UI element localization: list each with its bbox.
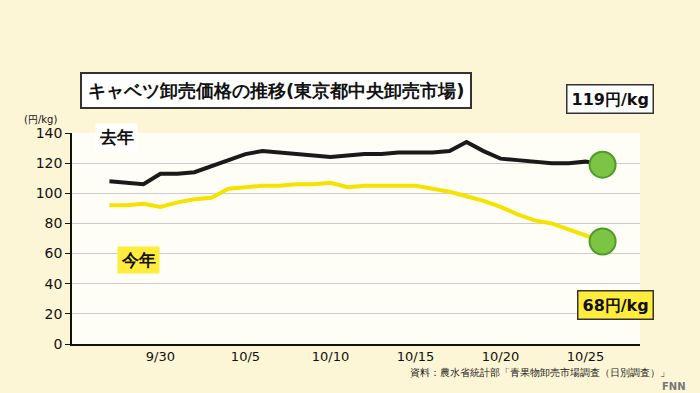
svg-text:10/10: 10/10 — [312, 349, 349, 364]
svg-text:100: 100 — [36, 185, 63, 201]
svg-text:10/15: 10/15 — [397, 349, 434, 364]
svg-text:40: 40 — [45, 276, 63, 292]
svg-text:140: 140 — [36, 125, 63, 141]
svg-text:10/20: 10/20 — [482, 349, 519, 364]
svg-text:20: 20 — [45, 306, 63, 322]
svg-text:10/25: 10/25 — [567, 349, 604, 364]
svg-text:10/5: 10/5 — [231, 349, 260, 364]
svg-text:去年: 去年 — [99, 127, 134, 147]
svg-text:(円/kg): (円/kg) — [24, 114, 57, 125]
svg-text:今年: 今年 — [121, 250, 156, 270]
svg-text:60: 60 — [45, 245, 63, 261]
svg-text:80: 80 — [45, 215, 63, 231]
svg-text:FNN: FNN — [662, 381, 686, 392]
svg-text:119円/kg: 119円/kg — [572, 90, 649, 109]
svg-text:9/30: 9/30 — [146, 349, 175, 364]
svg-text:資料：農水省統計部「青果物卸売市場調査（日別調査）」: 資料：農水省統計部「青果物卸売市場調査（日別調査）」 — [410, 367, 670, 378]
svg-text:68円/kg: 68円/kg — [583, 296, 649, 315]
svg-text:キャベツ卸売価格の推移(東京都中央卸売市場): キャベツ卸売価格の推移(東京都中央卸売市場) — [88, 80, 464, 101]
svg-text:120: 120 — [36, 155, 63, 171]
svg-text:0: 0 — [54, 336, 63, 352]
